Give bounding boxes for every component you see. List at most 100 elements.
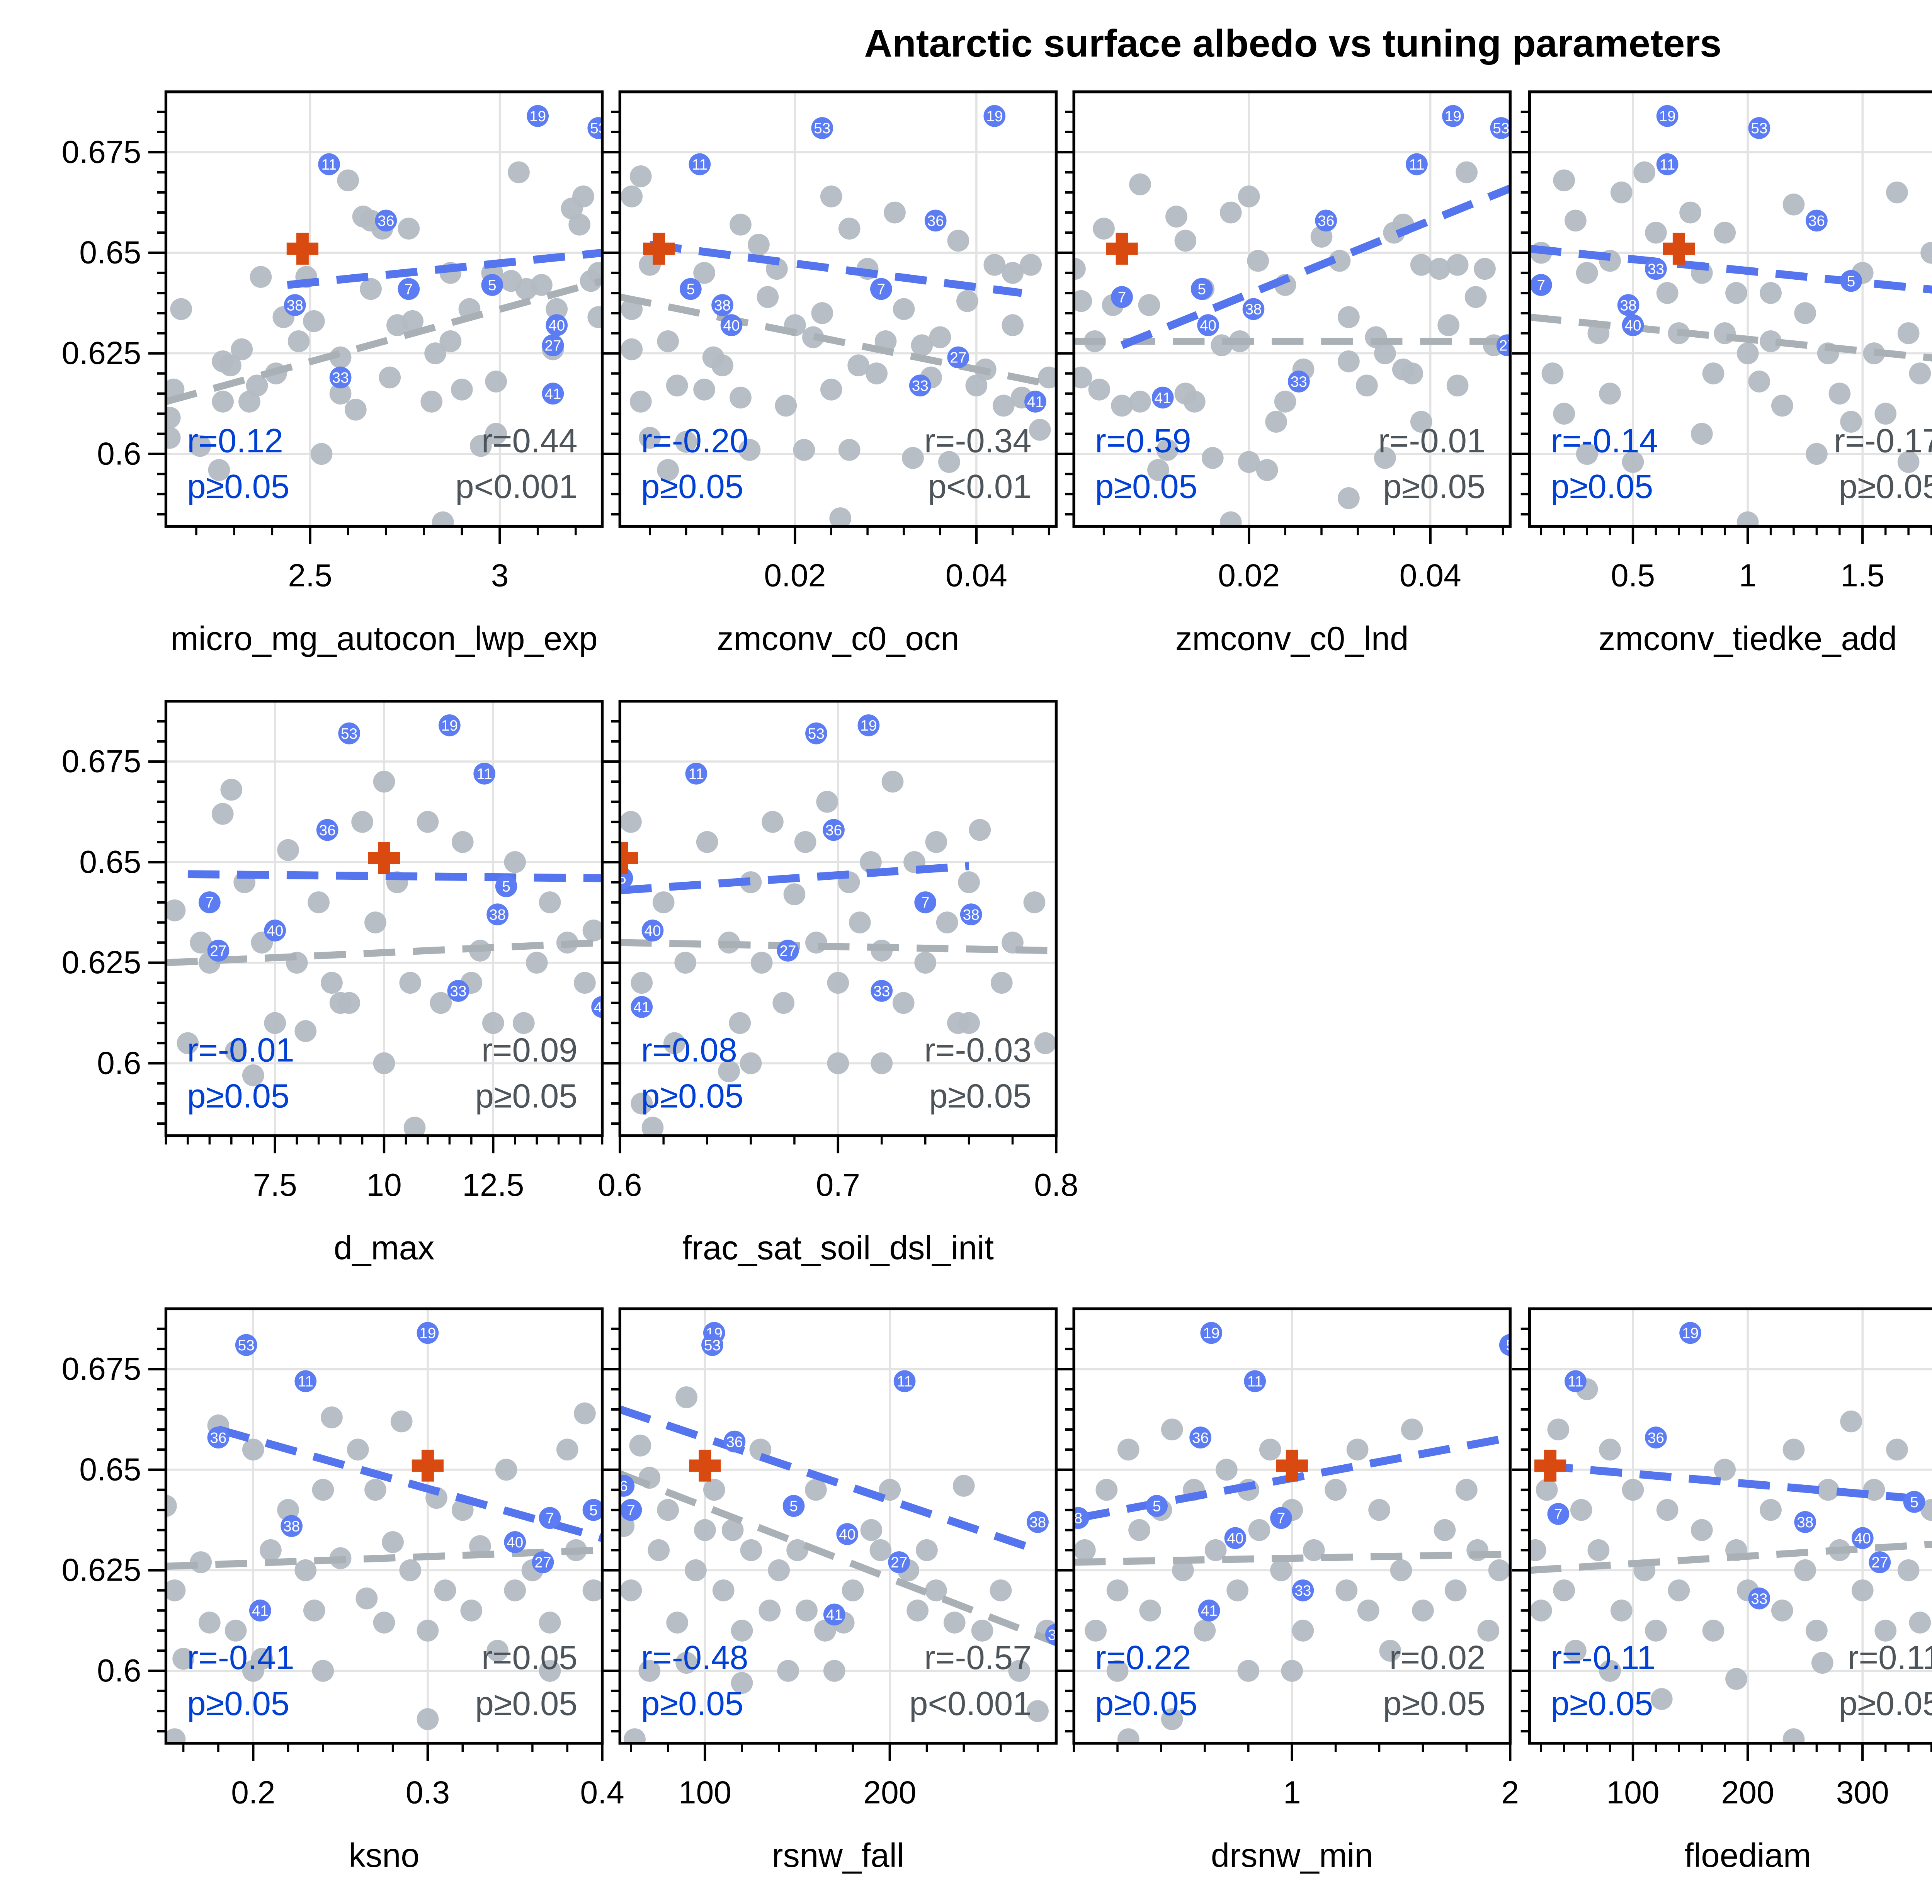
ppe-all-point: [1174, 230, 1197, 252]
ppe-11-point-label: 11: [298, 1374, 313, 1390]
ppe-11-point-label: 38: [287, 297, 303, 314]
ppe-11-point-label: 19: [529, 108, 546, 125]
y-tick-label: 0.675: [62, 134, 141, 170]
ppe-all-fit-line: [166, 1547, 602, 1570]
beta10-marker: [689, 1450, 721, 1482]
ppe-all-point: [321, 1406, 343, 1428]
ppe-all-point: [1622, 451, 1644, 473]
ppe-11-point-label: 5: [618, 870, 626, 887]
ppe-all-point: [1088, 378, 1111, 401]
ppe-all-point: [526, 952, 548, 974]
x-axis-label: d_max: [334, 1229, 435, 1266]
ppe-all-point: [1587, 1539, 1610, 1561]
stat-r-ppe-all: r=0.44: [481, 422, 578, 459]
ppe-11-point-label: 6: [619, 1478, 628, 1494]
y-tick-label: 0.65: [79, 1452, 141, 1487]
ppe-all-point: [1038, 366, 1056, 389]
stat-p-ppe-11: p≥0.05: [1551, 1685, 1653, 1722]
ppe-all-point: [1074, 1539, 1096, 1561]
ppe-11-fit-line: [1529, 245, 1932, 294]
stat-p-ppe-11: p≥0.05: [187, 1077, 289, 1115]
ppe-11-point-label: 19: [860, 717, 877, 734]
ppe-11-point-label: 19: [1203, 1325, 1219, 1342]
ppe-11-point: [1617, 294, 1639, 316]
ppe-all-point: [777, 1660, 799, 1682]
stat-p-ppe-11: p≥0.05: [1551, 468, 1653, 505]
ppe-all-point: [224, 1040, 247, 1062]
ppe-all-point: [1760, 282, 1782, 304]
ppe-all-point: [1610, 181, 1633, 204]
ppe-all-point: [189, 435, 211, 457]
ppe-all-point: [1174, 382, 1197, 405]
ppe-all-point: [424, 342, 446, 364]
ppe-all-point: [364, 1479, 386, 1501]
ppe-all-point: [1303, 1539, 1325, 1561]
ppe-all-point: [1736, 342, 1759, 364]
ppe-all-point: [231, 338, 253, 360]
stat-r-ppe-all: r=0.09: [481, 1031, 578, 1069]
ppe-11-point: [546, 314, 568, 336]
ppe-11-point-label: 36: [1192, 1430, 1209, 1446]
ppe-all-point: [914, 952, 937, 974]
ppe-all-point: [1023, 891, 1046, 913]
ppe-all-point: [1237, 1660, 1260, 1682]
ppe-all-point: [1897, 1559, 1920, 1581]
stat-p-ppe-all: p<0.001: [455, 468, 577, 505]
ppe-all-point: [971, 1620, 993, 1642]
stat-p-ppe-all: p≥0.05: [1383, 1685, 1485, 1722]
ppe-all-point: [621, 338, 643, 360]
ppe-all-point: [166, 1579, 186, 1601]
ppe-all-point: [956, 290, 978, 312]
ppe-all-point: [504, 1579, 526, 1601]
ppe-all-point: [1782, 193, 1805, 216]
stat-p-ppe-11: p≥0.05: [641, 1685, 743, 1722]
x-tick-label: 12.5: [462, 1168, 524, 1203]
ppe-all-point: [430, 992, 452, 1014]
stat-r-ppe-11: r=-0.14: [1551, 422, 1658, 459]
ppe-11-point-label: 36: [210, 1430, 226, 1446]
ppe-all-point: [1338, 306, 1360, 328]
ppe-11-point: [1656, 105, 1679, 127]
ppe-11-point: [1840, 270, 1862, 292]
stat-p-ppe-11: p≥0.05: [187, 1685, 289, 1722]
ppe-all-point: [242, 1064, 264, 1086]
ppe-11-point-label: 38: [1797, 1514, 1813, 1531]
ppe-all-point: [1565, 1640, 1587, 1662]
x-tick-label: 0.8: [1034, 1168, 1078, 1203]
stat-r-ppe-all: r=-0.01: [1378, 422, 1486, 459]
beta10-marker: [620, 842, 638, 874]
ppe-11-point-label: 41: [1027, 394, 1044, 410]
ppe-all-point: [820, 185, 842, 207]
ppe-all-point: [893, 298, 915, 320]
ppe-all-point: [793, 439, 815, 461]
ppe-all-point: [1529, 1539, 1546, 1561]
ppe-all-point: [702, 346, 724, 369]
ppe-all-point: [929, 326, 951, 348]
ppe-11-point-label: 33: [1648, 261, 1664, 278]
panel-drsnw-min: 19 11 5 36 5 8 7 40 41 33 r=0.22 p≥0.05 r=0.02 p≥0.05…: [1056, 1307, 1519, 1874]
ppe-all-point: [738, 439, 761, 461]
ppe-11-point-label: 5: [687, 281, 695, 298]
ppe-all-point: [417, 811, 439, 833]
ppe-all-point: [1248, 1519, 1270, 1541]
ppe-11-point-label: 7: [627, 1502, 635, 1519]
ppe-all-point: [694, 1519, 716, 1541]
ppe-all-point: [485, 423, 507, 445]
ppe-all-point: [1446, 374, 1469, 397]
ppe-all-point: [983, 254, 1006, 276]
ppe-all-point: [952, 1475, 975, 1497]
beta10-plus-horizontal: [412, 1459, 444, 1472]
ppe-all-point: [1725, 1668, 1747, 1690]
beta10-plus-horizontal: [1534, 1459, 1566, 1472]
ppe-all-point: [177, 1032, 199, 1054]
ppe-11-point: [207, 1426, 230, 1448]
ppe-all-point: [399, 1559, 422, 1581]
x-axis-label: floediam: [1684, 1837, 1811, 1874]
ppe-all-point: [748, 234, 770, 256]
x-tick-label: 100: [1606, 1775, 1659, 1810]
ppe-11-point: [1851, 1527, 1874, 1549]
ppe-11-point-label: 7: [405, 281, 413, 298]
ppe-all-point: [1782, 1728, 1805, 1743]
beta10-plus-horizontal: [689, 1459, 721, 1472]
ppe-11-point: [983, 105, 1006, 127]
